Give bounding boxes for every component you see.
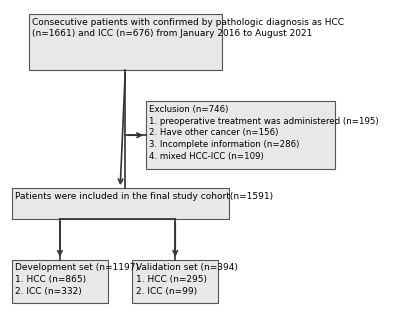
Text: Exclusion (n=746)
1. preoperative treatment was administered (n=195)
2. Have oth: Exclusion (n=746) 1. preoperative treatm…	[150, 105, 379, 161]
Text: Consecutive patients with confirmed by pathologic diagnosis as HCC
(n=1661) and : Consecutive patients with confirmed by p…	[32, 18, 344, 38]
FancyBboxPatch shape	[29, 14, 222, 70]
Text: Validation set (n=394)
1. HCC (n=295)
2. ICC (n=99): Validation set (n=394) 1. HCC (n=295) 2.…	[136, 263, 238, 296]
FancyBboxPatch shape	[12, 188, 229, 219]
Text: Patients were included in the final study cohort(n=1591): Patients were included in the final stud…	[15, 192, 273, 201]
FancyBboxPatch shape	[132, 260, 218, 303]
FancyBboxPatch shape	[146, 101, 335, 170]
Text: Development set (n=1197)
1. HCC (n=865)
2. ICC (n=332): Development set (n=1197) 1. HCC (n=865) …	[15, 263, 139, 296]
FancyBboxPatch shape	[12, 260, 108, 303]
